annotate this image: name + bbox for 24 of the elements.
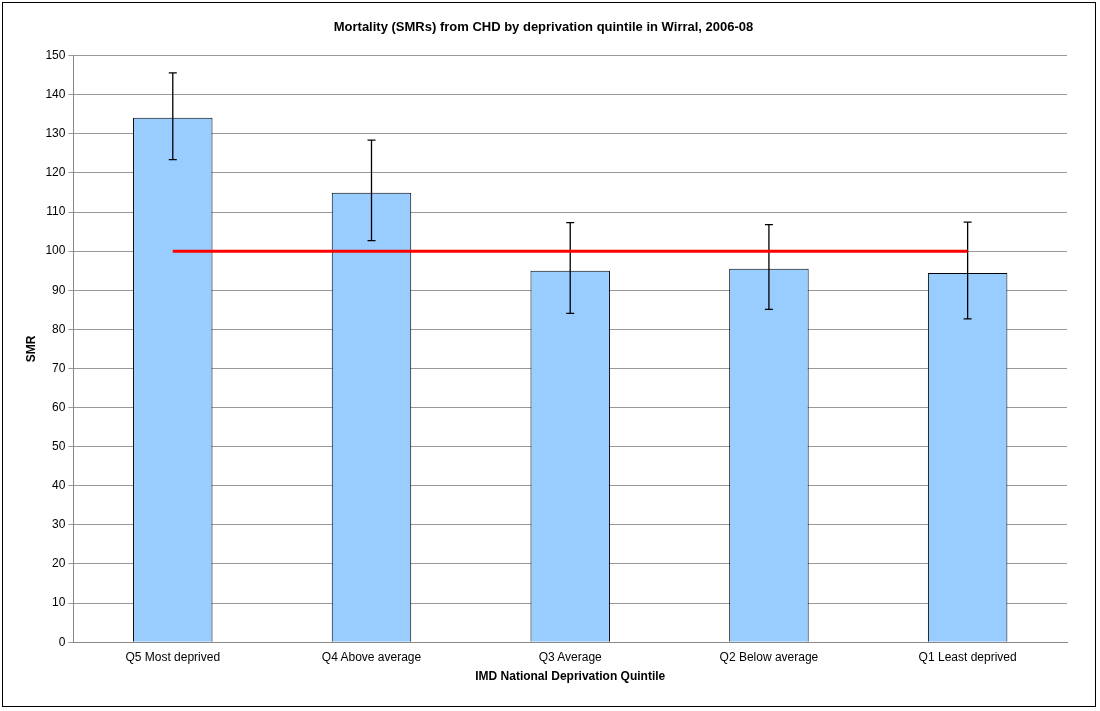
x-tick-label: Q3 Average (538, 649, 603, 664)
y-tick-label: 80 (52, 321, 66, 336)
y-tick-label: 10 (52, 595, 66, 610)
y-tick-label: 0 (58, 634, 66, 649)
y-tick-label: 120 (45, 165, 66, 180)
x-tick-label: Q5 Most deprived (125, 649, 221, 664)
y-tick-label: 50 (52, 438, 66, 453)
y-tick-label: 20 (52, 556, 66, 571)
y-axis-title: SMR (23, 335, 38, 363)
y-tick-label: 40 (52, 478, 66, 493)
y-tick-label: 90 (52, 282, 66, 297)
y-tick-label: 60 (52, 399, 66, 414)
y-tick-label: 110 (46, 204, 66, 219)
y-tick-label: 150 (45, 47, 66, 62)
y-tick-label: 70 (52, 360, 66, 375)
x-tick-label: Q1 Least deprived (918, 649, 1017, 664)
y-tick-label: 100 (45, 243, 66, 258)
x-axis-title: IMD National Deprivation Quintile (475, 669, 666, 684)
y-tick-label: 30 (52, 517, 66, 532)
x-tick-label: Q2 Below average (719, 649, 819, 664)
x-tick-label: Q4 Above average (321, 649, 422, 664)
y-tick-label: 140 (45, 87, 66, 102)
y-tick-label: 130 (45, 126, 66, 141)
chart-title: Mortality (SMRs) from CHD by deprivation quintile in Wirral, 2006-08 (333, 19, 754, 35)
